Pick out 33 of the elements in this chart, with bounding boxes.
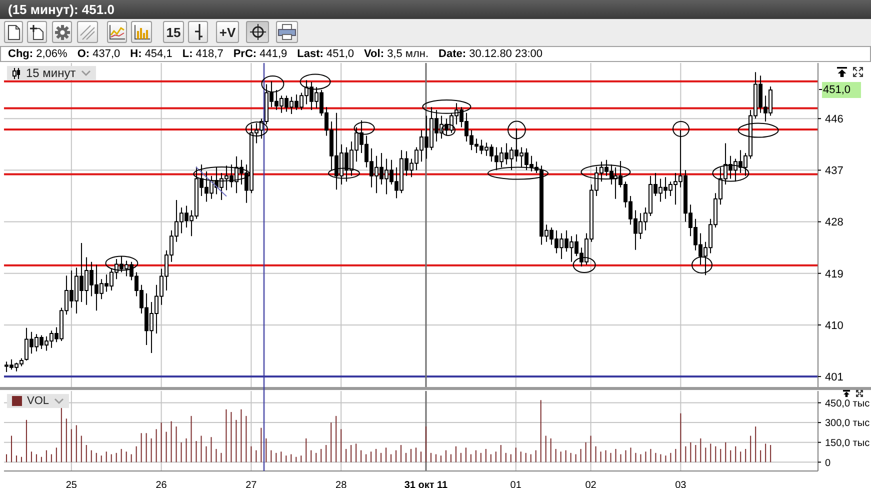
y-tick-label: 401 [825,371,844,384]
text: L: 418,7 [182,48,224,60]
text: 451,0 [823,84,851,96]
text: Vol: 3,5 млн. [364,48,429,60]
y-tick-label: 437 [825,165,844,178]
x-tick-label: 01 [510,480,522,488]
x-tick-label: 25 [66,480,78,488]
y-tick-label: 150,0 тыс [825,438,870,449]
y-tick-label: 419 [825,268,844,280]
y-tick-label: 300,0 тыс [825,418,870,430]
y-tick-label: 410 [825,320,844,332]
text: Last: 451,0 [297,48,354,60]
y-tick-label: 0 [825,458,831,469]
text: Chg: 2,06% [8,48,68,60]
legend-label: 15 минут [26,66,76,80]
x-tick-label: 27 [246,480,258,488]
text: Date: 30.12.80 23:00 [438,48,543,60]
text: H: 454,1 [130,48,172,60]
y-tick-label: 450,0 тыс [825,398,870,410]
x-tick-label: 28 [336,480,348,488]
x-tick-label: 03 [675,480,687,488]
y-tick-label: 428 [825,216,844,229]
legend-label: VOL [27,395,50,407]
text: 15 [166,24,181,40]
text: PrC: 441,9 [233,48,288,60]
x-tick-label: 26 [156,480,168,488]
text: +V [219,24,236,40]
x-tick-label: 02 [585,480,597,488]
y-tick-label: 446 [825,114,844,126]
chart-title: (15 минут): 451.0 [8,2,114,17]
x-tick-label: 31 окт 11 [404,480,448,488]
line-series [196,166,227,196]
text: O: 437,0 [77,48,120,60]
